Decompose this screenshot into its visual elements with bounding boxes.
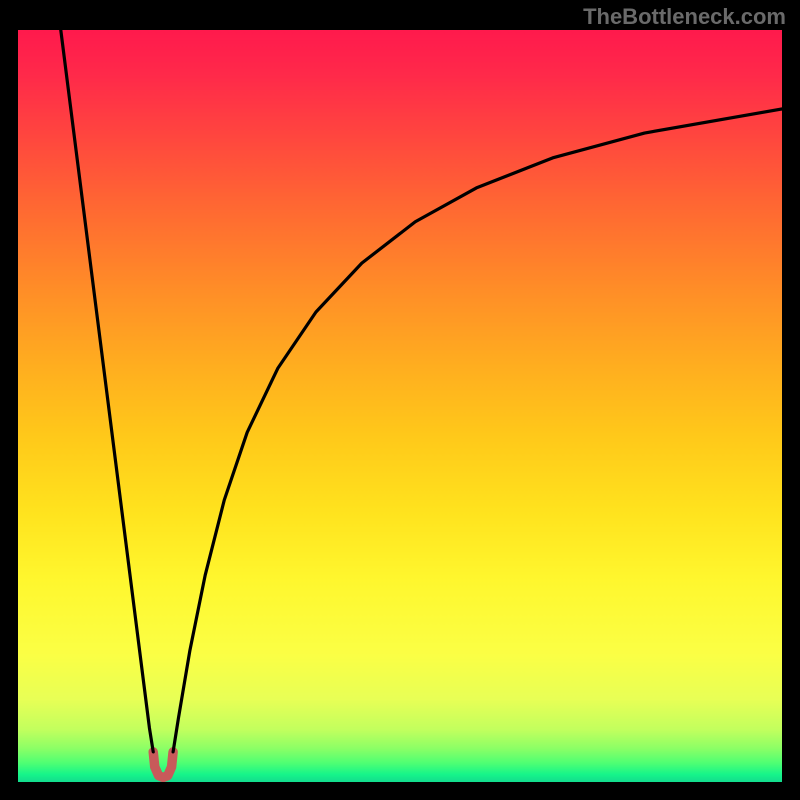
gradient-background — [18, 30, 782, 782]
watermark-text: TheBottleneck.com — [583, 4, 786, 30]
chart-container: TheBottleneck.com — [0, 0, 800, 800]
plot-area — [18, 30, 782, 782]
